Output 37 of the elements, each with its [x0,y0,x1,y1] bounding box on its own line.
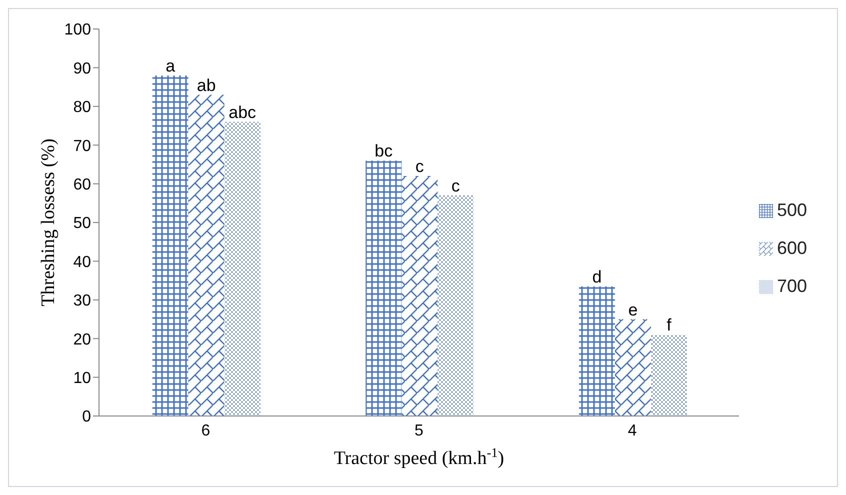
bar [188,94,224,416]
bar [402,176,438,416]
x-tick-label: 6 [201,422,210,440]
y-tick-label: 10 [73,370,92,387]
y-tick-label: 90 [73,60,92,78]
y-tick-label: 0 [82,408,92,426]
bar [578,286,615,416]
y-tick-label: 30 [73,292,92,310]
y-tick-label: 50 [73,215,92,232]
legend-label: 500 [776,200,807,220]
y-axis-title: Threshing lossess (%) [38,138,59,306]
bar [152,75,188,416]
data-label: bc [374,142,394,161]
data-label: c [415,157,424,176]
y-tick-label: 70 [73,138,92,155]
y-tick-label: 20 [73,331,92,348]
data-label: f [666,316,672,335]
data-label: d [592,267,602,286]
bar [366,160,402,416]
data-label: e [628,300,638,320]
y-tick-label: 60 [73,176,92,194]
y-tick-label: 40 [73,254,92,271]
x-axis-title: Tractor speed (km.h$^{-1}$) [334,444,504,469]
y-tick-label: 100 [64,22,92,39]
data-label: abc [228,102,257,122]
bar [224,122,260,416]
data-label: c [451,176,460,196]
bar [438,195,474,416]
bar [614,319,651,416]
legend-label: 700 [776,276,807,296]
bar [650,334,687,416]
y-tick-label: 80 [73,99,92,116]
x-tick-label: 5 [414,422,424,440]
legend-label: 600 [776,238,807,258]
x-tick-label: 4 [628,422,637,440]
data-label: ab [196,76,216,95]
data-label: a [166,56,176,76]
